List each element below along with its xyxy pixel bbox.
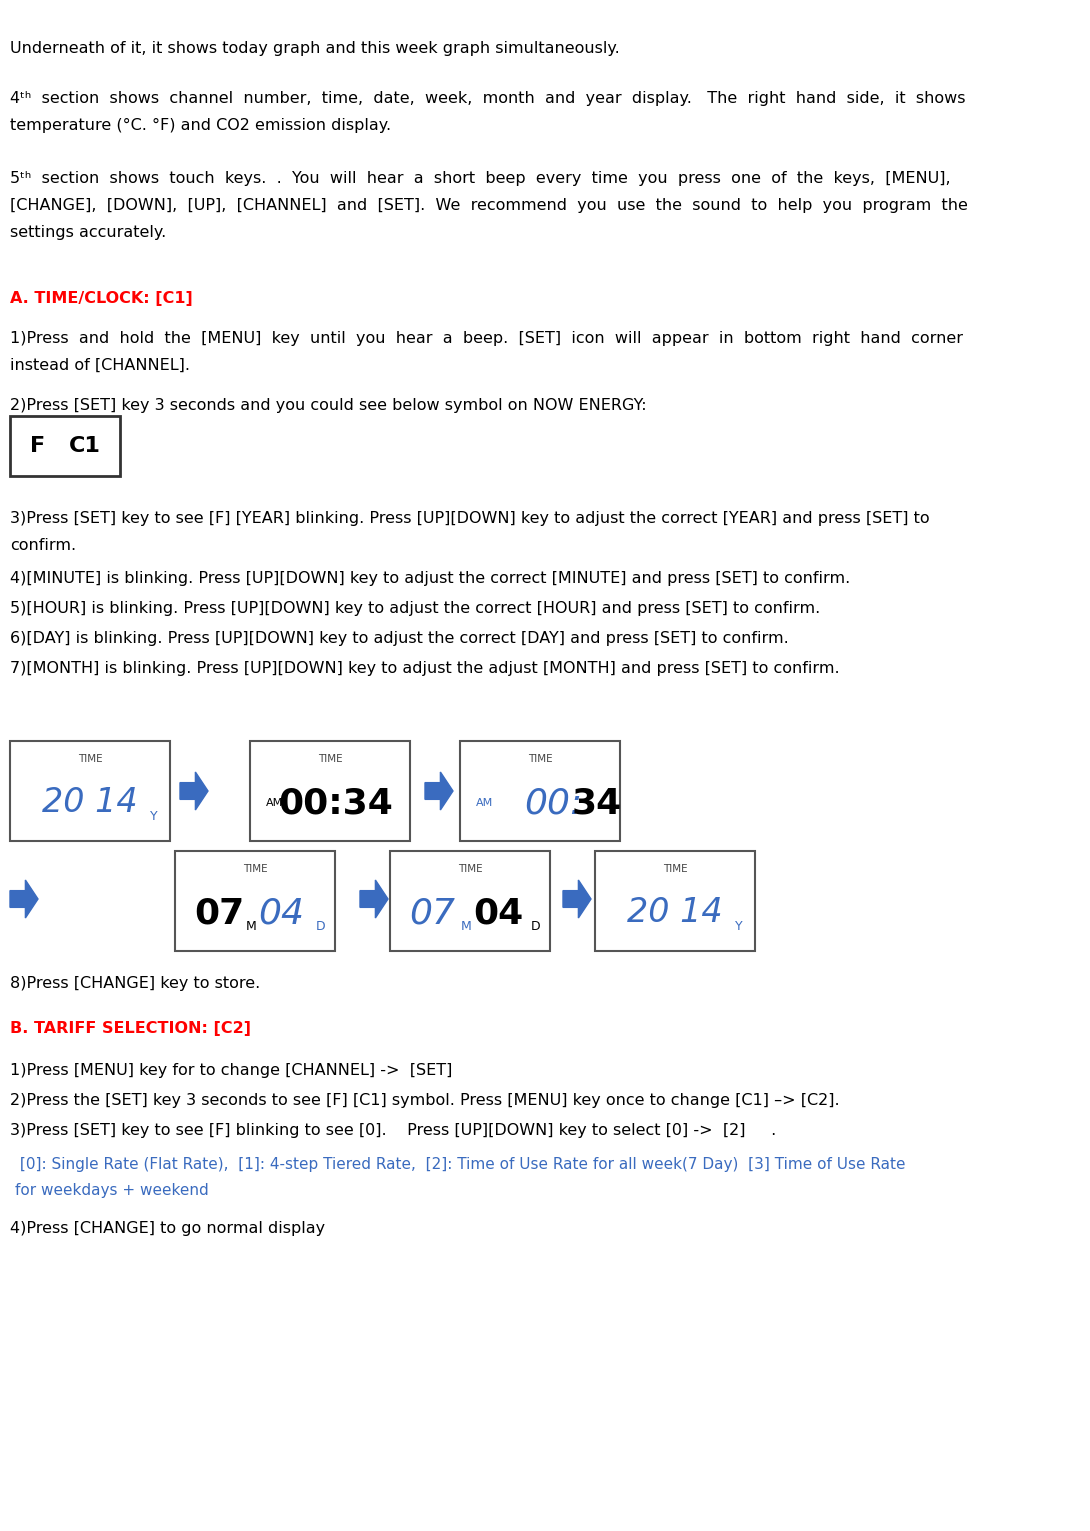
Text: confirm.: confirm. [10, 537, 76, 553]
Text: 04: 04 [473, 896, 523, 929]
Text: 2)Press the [SET] key 3 seconds to see [F] [C1] symbol. Press [MENU] key once to: 2)Press the [SET] key 3 seconds to see [… [10, 1093, 839, 1108]
FancyBboxPatch shape [175, 851, 335, 951]
FancyBboxPatch shape [390, 851, 550, 951]
Text: 3)Press [SET] key to see [F] blinking to see [0].    Press [UP][DOWN] key to sel: 3)Press [SET] key to see [F] blinking to… [10, 1124, 776, 1138]
Text: 4ᵗʰ  section  shows  channel  number,  time,  date,  week,  month  and  year  di: 4ᵗʰ section shows channel number, time, … [10, 90, 966, 106]
Text: F: F [29, 436, 45, 456]
Text: A. TIME/CLOCK: [C1]: A. TIME/CLOCK: [C1] [10, 291, 193, 306]
Text: AM: AM [476, 798, 494, 808]
Text: 07: 07 [194, 896, 244, 929]
Text: temperature (°C. °F) and CO2 emission display.: temperature (°C. °F) and CO2 emission di… [10, 118, 391, 133]
Text: 3)Press [SET] key to see [F] [YEAR] blinking. Press [UP][DOWN] key to adjust the: 3)Press [SET] key to see [F] [YEAR] blin… [10, 511, 930, 527]
Text: 8)Press [CHANGE] key to store.: 8)Press [CHANGE] key to store. [10, 975, 261, 991]
Text: TIME: TIME [458, 863, 482, 874]
Text: 34: 34 [572, 785, 622, 821]
Polygon shape [180, 772, 208, 810]
Text: 4)Press [CHANGE] to go normal display: 4)Press [CHANGE] to go normal display [10, 1222, 325, 1236]
Text: [0]: Single Rate (Flat Rate),  [1]: 4-step Tiered Rate,  [2]: Time of Use Rate f: [0]: Single Rate (Flat Rate), [1]: 4-ste… [15, 1157, 906, 1173]
Text: C1: C1 [69, 436, 100, 456]
Text: 1)Press [MENU] key for to change [CHANNEL] ->  [SET]: 1)Press [MENU] key for to change [CHANNE… [10, 1063, 452, 1078]
Text: D: D [531, 920, 541, 932]
FancyBboxPatch shape [460, 741, 620, 841]
FancyBboxPatch shape [10, 741, 170, 841]
Text: instead of [CHANNEL].: instead of [CHANNEL]. [10, 358, 190, 374]
Text: D: D [316, 920, 326, 932]
Text: [CHANGE],  [DOWN],  [UP],  [CHANNEL]  and  [SET].  We  recommend  you  use  the : [CHANGE], [DOWN], [UP], [CHANNEL] and [S… [10, 197, 968, 213]
FancyBboxPatch shape [10, 416, 120, 476]
Text: for weekdays + weekend: for weekdays + weekend [15, 1183, 209, 1197]
Text: TIME: TIME [663, 863, 688, 874]
Polygon shape [425, 772, 453, 810]
Text: 00:34: 00:34 [278, 785, 393, 821]
Text: 1)Press  and  hold  the  [MENU]  key  until  you  hear  a  beep.  [SET]  icon  w: 1)Press and hold the [MENU] key until yo… [10, 331, 962, 346]
FancyBboxPatch shape [250, 741, 410, 841]
Text: 20 14: 20 14 [43, 787, 137, 819]
Text: 4)[MINUTE] is blinking. Press [UP][DOWN] key to adjust the correct [MINUTE] and : 4)[MINUTE] is blinking. Press [UP][DOWN]… [10, 571, 850, 586]
Text: 20 14: 20 14 [627, 897, 723, 929]
Text: TIME: TIME [528, 753, 553, 764]
Text: 07: 07 [409, 896, 456, 929]
Text: 5ᵗʰ  section  shows  touch  keys.  .  You  will  hear  a  short  beep  every  ti: 5ᵗʰ section shows touch keys. . You will… [10, 171, 950, 185]
Text: M: M [245, 920, 256, 932]
Text: 5)[HOUR] is blinking. Press [UP][DOWN] key to adjust the correct [HOUR] and pres: 5)[HOUR] is blinking. Press [UP][DOWN] k… [10, 602, 821, 615]
Text: M: M [460, 920, 471, 932]
Text: 2)Press [SET] key 3 seconds and you could see below symbol on NOW ENERGY:: 2)Press [SET] key 3 seconds and you coul… [10, 398, 646, 413]
Polygon shape [564, 880, 591, 919]
Text: Underneath of it, it shows today graph and this week graph simultaneously.: Underneath of it, it shows today graph a… [10, 41, 620, 57]
Text: TIME: TIME [243, 863, 267, 874]
Text: 00:: 00: [524, 785, 582, 821]
Text: 04: 04 [258, 896, 304, 929]
Text: B. TARIFF SELECTION: [C2]: B. TARIFF SELECTION: [C2] [10, 1021, 251, 1036]
Text: settings accurately.: settings accurately. [10, 225, 167, 240]
Text: AM: AM [266, 798, 283, 808]
Polygon shape [10, 880, 38, 919]
Text: TIME: TIME [317, 753, 342, 764]
Text: Y: Y [735, 920, 742, 932]
Polygon shape [360, 880, 388, 919]
Text: TIME: TIME [77, 753, 102, 764]
Text: 7)[MONTH] is blinking. Press [UP][DOWN] key to adjust the adjust [MONTH] and pre: 7)[MONTH] is blinking. Press [UP][DOWN] … [10, 661, 839, 677]
Text: 6)[DAY] is blinking. Press [UP][DOWN] key to adjust the correct [DAY] and press : 6)[DAY] is blinking. Press [UP][DOWN] ke… [10, 631, 789, 646]
FancyBboxPatch shape [595, 851, 755, 951]
Text: Y: Y [150, 810, 158, 822]
